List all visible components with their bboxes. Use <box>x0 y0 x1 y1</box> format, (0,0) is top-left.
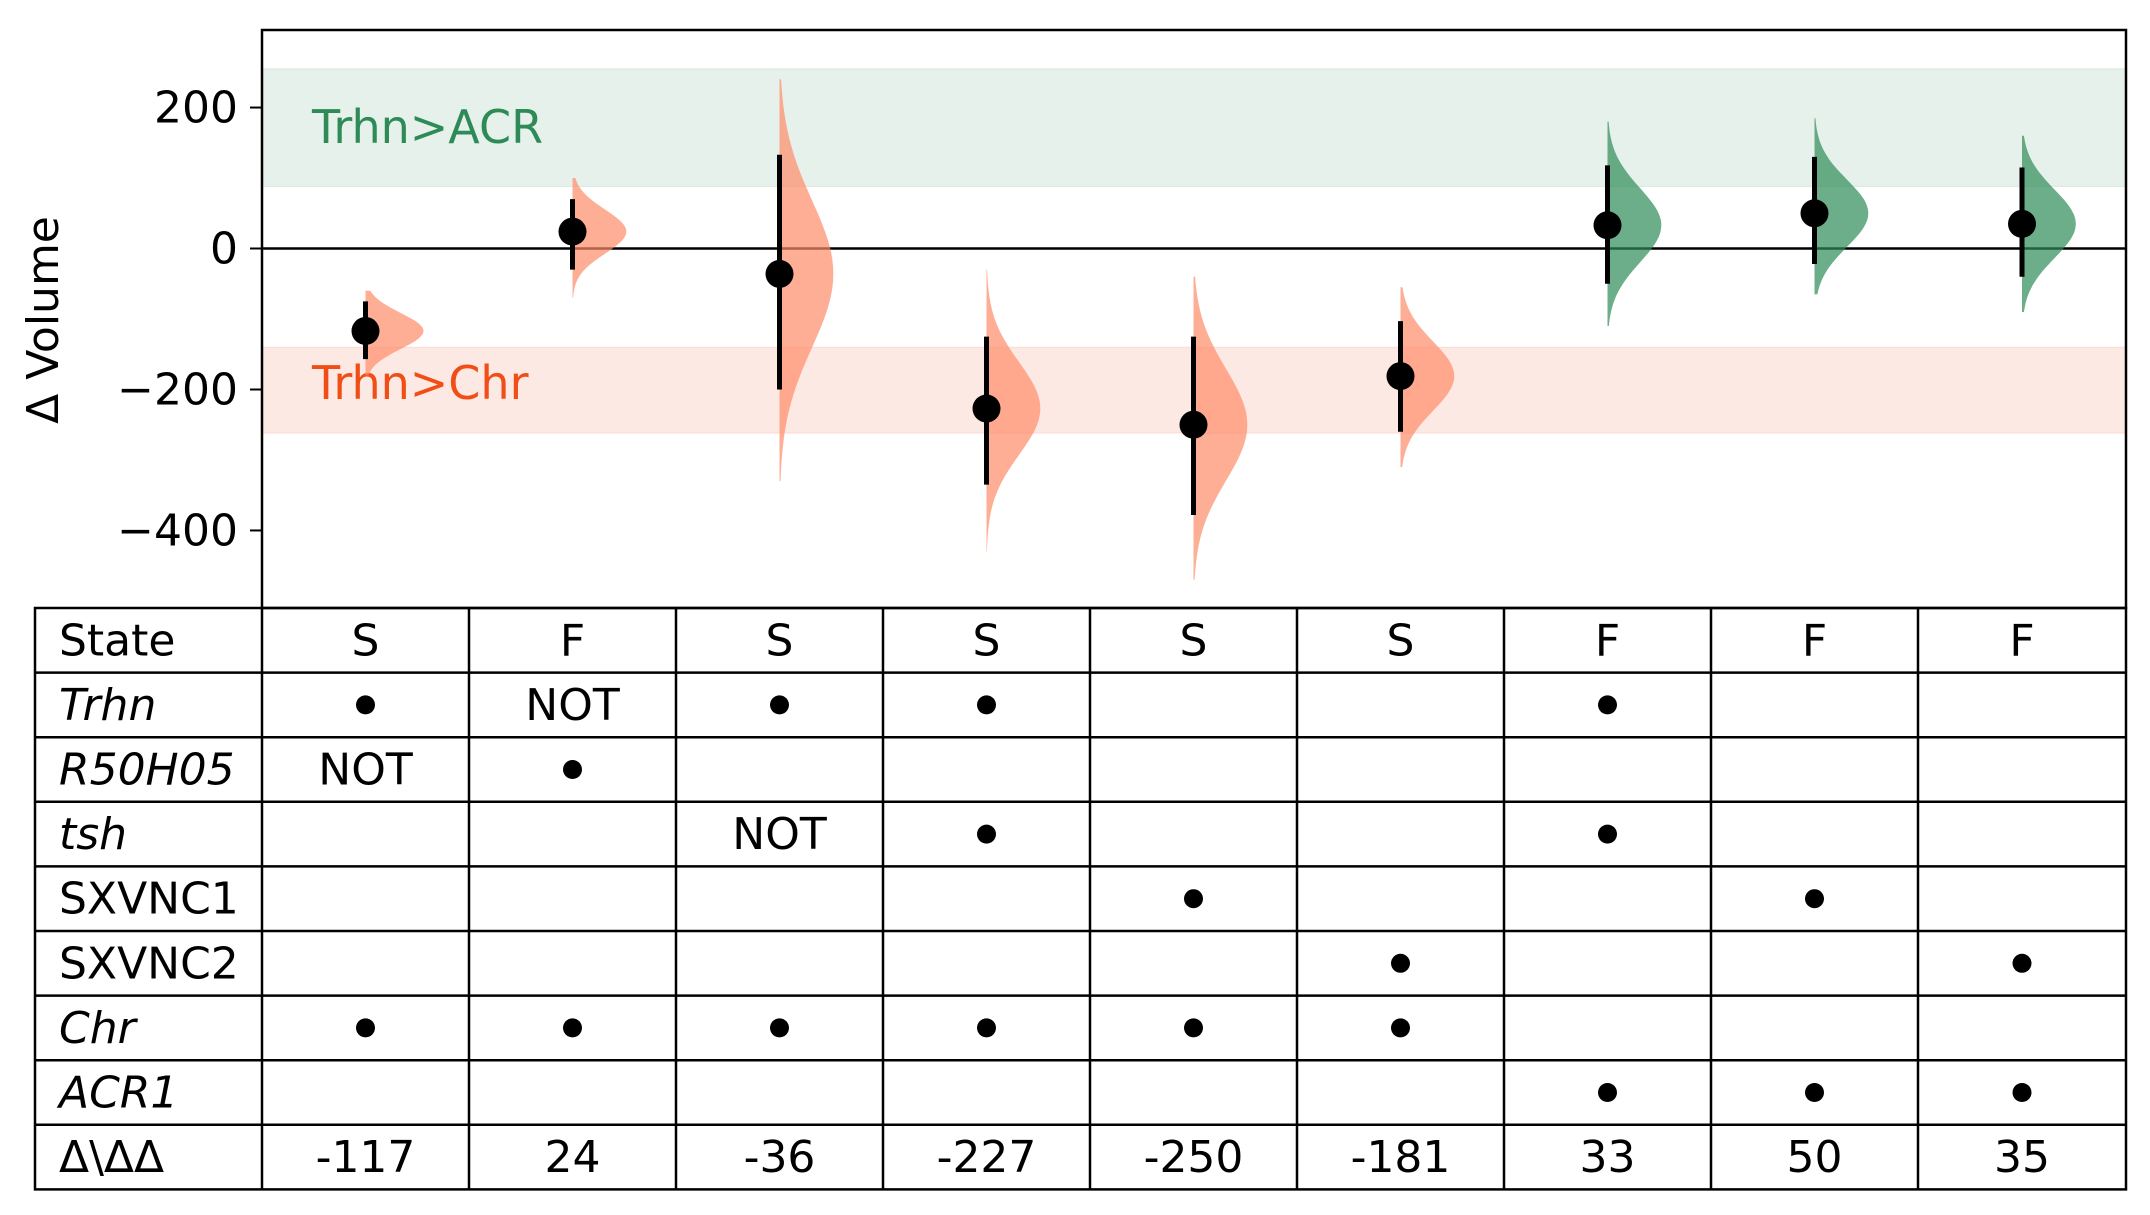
y-axis-label: Δ Volume <box>18 216 69 424</box>
band-label-0: Trhn>ACR <box>311 100 543 154</box>
cell-dot-6-3 <box>977 1018 996 1038</box>
cell-0-3: S <box>973 615 1001 666</box>
data-point-8 <box>2008 209 2036 238</box>
cell-dot-7-8 <box>2012 1083 2032 1102</box>
data-point-3 <box>972 394 1001 423</box>
cell-8-1: 24 <box>545 1132 601 1183</box>
data-point-6 <box>1593 211 1622 240</box>
plot-area: Trhn>ACR Trhn>Chr 200 0 −200 −400 <box>117 28 2128 610</box>
cell-8-7: 50 <box>1787 1132 1843 1183</box>
cell-8-6: 33 <box>1580 1132 1636 1183</box>
cell-dot-4-7 <box>1805 889 1824 909</box>
cell-8-0: -117 <box>316 1132 416 1183</box>
cell-8-8: 35 <box>1994 1132 2050 1183</box>
cell-0-0: S <box>352 615 380 666</box>
cell-0-4: S <box>1180 615 1208 666</box>
cell-8-4: -250 <box>1144 1132 1244 1183</box>
distribution-6 <box>1607 121 1662 327</box>
cell-dot-1-2 <box>770 695 789 715</box>
row-label-7: ACR1 <box>56 1068 178 1119</box>
cell-dot-6-2 <box>770 1018 789 1038</box>
cell-dot-5-8 <box>2012 953 2032 973</box>
cell-dot-4-4 <box>1184 889 1203 909</box>
row-label-2: R50H05 <box>59 745 235 796</box>
data-point-1 <box>558 217 587 246</box>
distribution-2 <box>779 79 834 482</box>
cell-dot-2-1 <box>563 760 582 779</box>
cell-dot-3-6 <box>1598 824 1617 844</box>
y-tick-label-1: 0 <box>210 224 238 275</box>
y-tick-label-2: −200 <box>117 364 238 415</box>
row-label-3: tsh <box>59 809 127 860</box>
data-point-2 <box>765 259 794 288</box>
cell-3-2: NOT <box>732 809 827 860</box>
cell-dot-7-7 <box>1805 1083 1824 1102</box>
cell-dot-3-3 <box>977 824 996 844</box>
data-point-4 <box>1179 410 1208 439</box>
row-label-8: Δ\ΔΔ <box>59 1132 164 1183</box>
row-label-1: Trhn <box>59 680 156 731</box>
data-point-0 <box>351 316 380 345</box>
cell-0-2: S <box>766 615 794 666</box>
band-label-1: Trhn>Chr <box>311 356 529 410</box>
row-label-4: SXVNC1 <box>59 874 239 925</box>
cell-8-3: -227 <box>937 1132 1037 1183</box>
row-label-0: State <box>59 615 175 666</box>
annotation-table: State S F S S S S F F F Trhn NOT R50H05 NOT tsh NOT SXVN… <box>33 606 2128 1191</box>
table-frame <box>33 606 2128 1191</box>
y-tick-label-3: −400 <box>117 505 238 556</box>
cell-dot-6-1 <box>563 1018 582 1038</box>
cell-0-8: F <box>2009 615 2034 666</box>
cell-0-5: S <box>1387 615 1415 666</box>
cell-8-5: -181 <box>1351 1132 1451 1183</box>
cell-0-1: F <box>560 615 585 666</box>
distribution-5 <box>1400 287 1455 468</box>
cell-dot-1-0 <box>356 695 375 715</box>
cell-dot-5-5 <box>1391 953 1410 973</box>
cell-0-7: F <box>1802 615 1827 666</box>
cell-2-0: NOT <box>318 745 413 796</box>
distribution-7 <box>1814 118 1869 295</box>
distribution-8 <box>2022 135 2076 312</box>
cell-dot-1-6 <box>1598 695 1617 715</box>
cell-0-6: F <box>1595 615 1620 666</box>
cell-1-1: NOT <box>525 680 620 731</box>
cell-dot-6-4 <box>1184 1018 1203 1038</box>
distribution-0 <box>365 290 424 376</box>
cell-dot-7-6 <box>1598 1083 1617 1102</box>
cell-dot-6-5 <box>1391 1018 1410 1038</box>
row-label-5: SXVNC2 <box>59 938 239 989</box>
distribution-1 <box>572 178 627 298</box>
cell-dot-6-0 <box>356 1018 375 1038</box>
cell-dot-1-3 <box>977 695 996 715</box>
data-point-7 <box>1800 199 1829 228</box>
data-point-5 <box>1386 362 1415 391</box>
cell-8-2: -36 <box>744 1132 816 1183</box>
y-tick-label-0: 200 <box>154 83 238 134</box>
row-label-6: Chr <box>59 1003 139 1054</box>
distribution-4 <box>1193 276 1248 580</box>
distribution-3 <box>986 269 1041 552</box>
